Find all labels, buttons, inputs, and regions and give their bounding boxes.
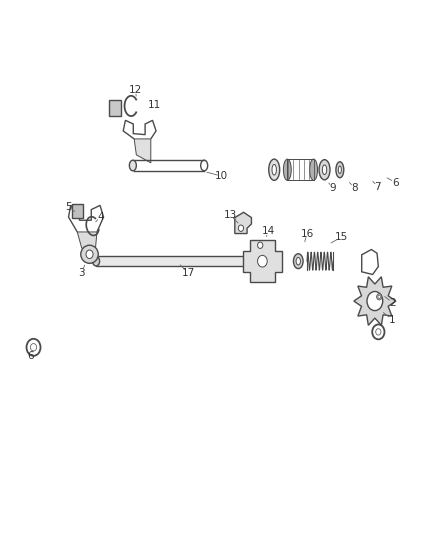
Ellipse shape: [295, 257, 300, 265]
Text: 7: 7: [374, 182, 380, 192]
Bar: [287, 159, 313, 180]
Circle shape: [376, 294, 381, 300]
Ellipse shape: [257, 255, 267, 267]
Ellipse shape: [129, 160, 136, 171]
Circle shape: [366, 292, 382, 311]
Text: 14: 14: [261, 227, 275, 237]
Ellipse shape: [293, 254, 302, 269]
Text: 16: 16: [300, 229, 313, 239]
Circle shape: [238, 225, 243, 231]
Polygon shape: [134, 139, 150, 163]
Ellipse shape: [268, 159, 279, 180]
Ellipse shape: [86, 250, 93, 259]
Ellipse shape: [200, 160, 207, 171]
Ellipse shape: [283, 159, 290, 180]
Text: 6: 6: [391, 177, 398, 188]
Text: 8: 8: [350, 183, 357, 193]
Text: 17: 17: [181, 268, 194, 278]
Bar: [109, 100, 121, 116]
Ellipse shape: [318, 160, 329, 180]
Text: 1: 1: [388, 314, 395, 325]
Ellipse shape: [335, 162, 343, 177]
Polygon shape: [242, 240, 282, 282]
Bar: [96, 256, 263, 266]
Text: 11: 11: [148, 100, 161, 110]
Text: 15: 15: [334, 232, 347, 243]
Polygon shape: [77, 232, 97, 256]
Ellipse shape: [92, 256, 99, 266]
Text: 5: 5: [65, 202, 72, 212]
Ellipse shape: [81, 245, 98, 263]
Bar: [72, 204, 83, 218]
Text: 3: 3: [78, 268, 85, 278]
Polygon shape: [353, 277, 395, 325]
Text: 13: 13: [223, 211, 237, 221]
Text: 4: 4: [97, 212, 103, 222]
Ellipse shape: [272, 165, 276, 175]
Ellipse shape: [259, 256, 266, 266]
Ellipse shape: [309, 159, 317, 180]
Text: 2: 2: [389, 297, 395, 308]
Text: 9: 9: [328, 183, 335, 193]
Ellipse shape: [338, 166, 341, 173]
Circle shape: [257, 242, 262, 248]
Text: 12: 12: [129, 85, 142, 95]
Text: 6: 6: [27, 351, 34, 361]
Polygon shape: [234, 212, 251, 233]
Text: 10: 10: [215, 171, 228, 181]
Ellipse shape: [321, 165, 326, 174]
Circle shape: [377, 295, 380, 298]
